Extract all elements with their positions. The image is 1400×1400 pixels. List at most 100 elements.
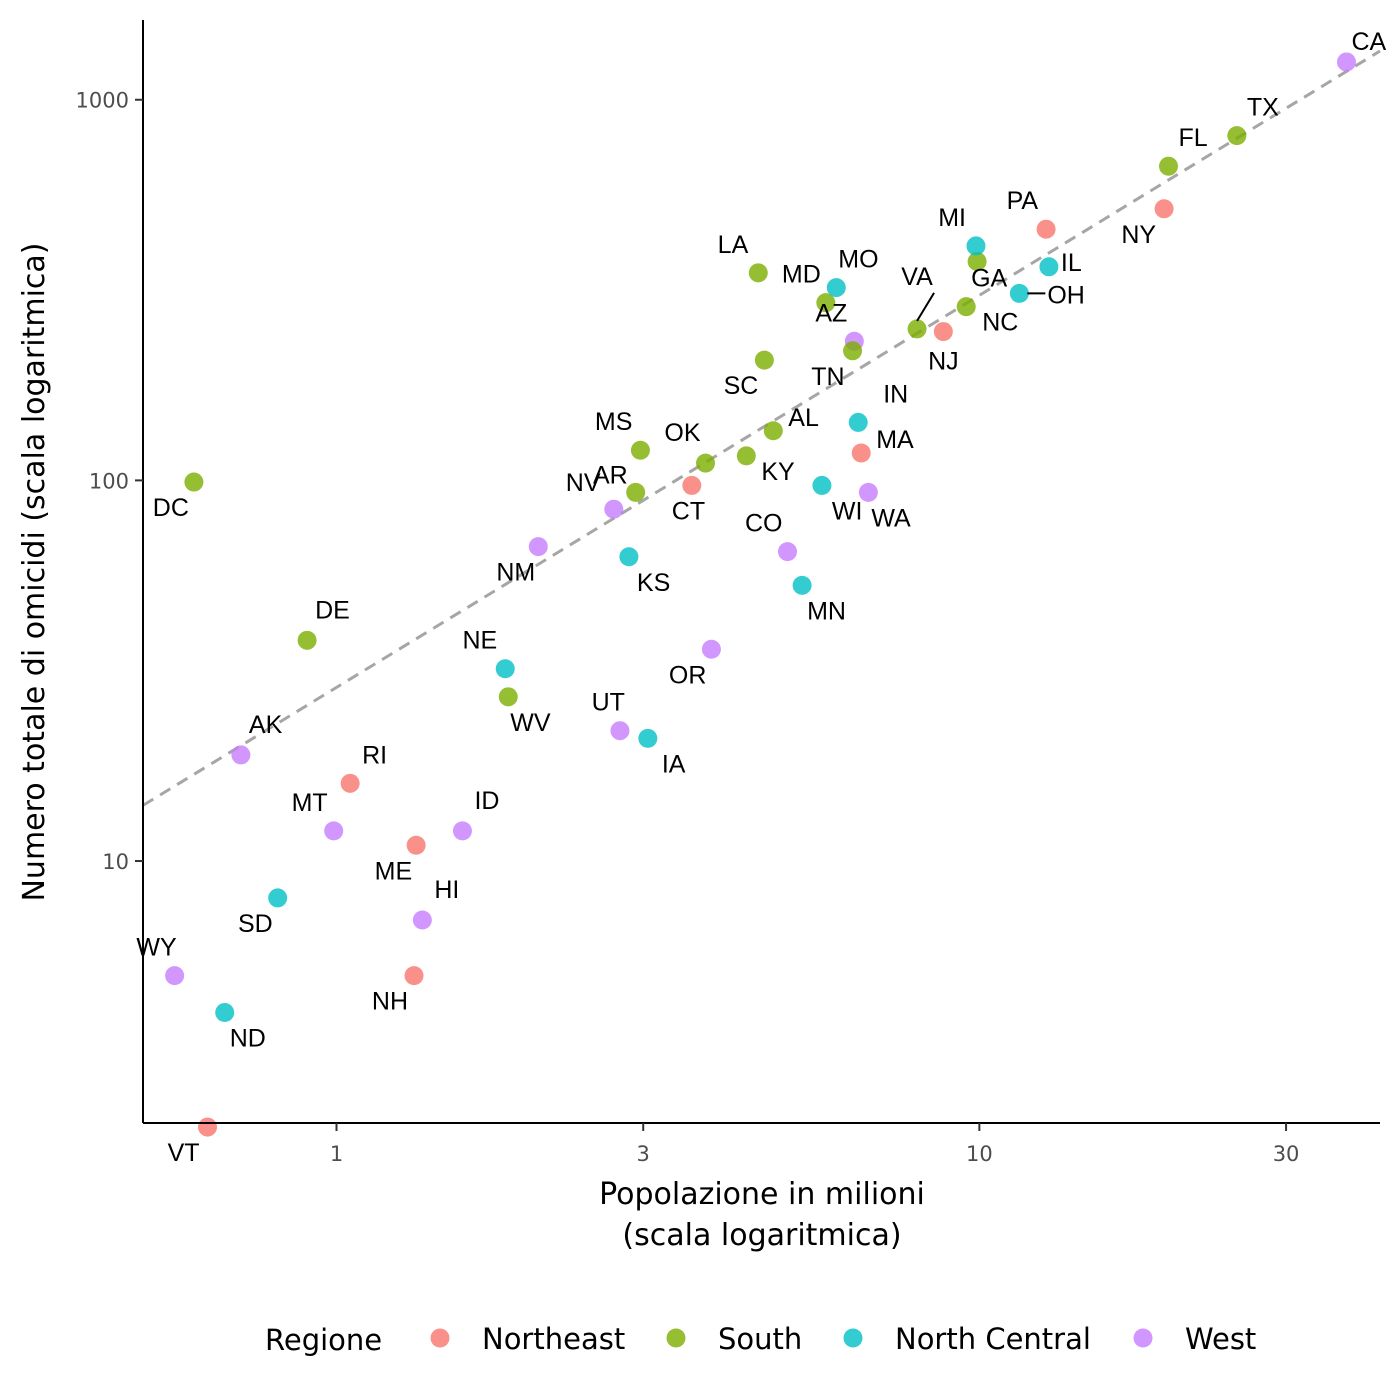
point-label-sd: SD — [238, 910, 273, 938]
point-label-id: ID — [474, 787, 499, 815]
point-wv — [498, 687, 518, 707]
x-tick-label-3: 3 — [637, 1142, 650, 1166]
reference-line-layer — [142, 49, 1381, 807]
point-la — [748, 263, 768, 283]
point-vt — [198, 1117, 218, 1137]
point-de — [297, 630, 317, 650]
point-label-fl: FL — [1179, 124, 1208, 152]
y-tick-label-100: 100 — [89, 469, 129, 493]
y-tick-label-10: 10 — [102, 850, 129, 874]
point-tn — [843, 341, 863, 361]
point-ri — [340, 773, 360, 793]
point-label-tx: TX — [1247, 94, 1279, 122]
legend-label-west: West — [1185, 1322, 1256, 1356]
points-layer — [165, 52, 1356, 1137]
point-label-nc: NC — [982, 309, 1018, 337]
x-tick-label-10: 10 — [966, 1142, 993, 1166]
x-axis-title-line-2: (scala logaritmica) — [622, 1218, 901, 1253]
legend-label-south: South — [718, 1322, 802, 1356]
point-label-dc: DC — [153, 494, 189, 522]
point-va — [907, 319, 927, 339]
point-ma — [851, 443, 871, 463]
point-nh — [404, 966, 424, 986]
point-sd — [268, 888, 288, 908]
point-ia — [638, 728, 658, 748]
point-nc — [956, 297, 976, 317]
point-label-mi: MI — [938, 204, 966, 232]
legend: Regione Northeast South North Central West — [265, 1322, 1256, 1357]
point-label-ca: CA — [1351, 28, 1386, 56]
point-md — [816, 293, 836, 313]
point-ga — [967, 251, 987, 271]
point-ct — [682, 475, 702, 495]
point-mn — [792, 575, 812, 595]
x-tick-label-30: 30 — [1273, 1142, 1300, 1166]
point-id — [452, 821, 472, 841]
point-dc — [184, 472, 204, 492]
point-mi — [966, 236, 986, 256]
y-axis-title: Numero totale di omicidi (scala logaritm… — [17, 242, 52, 901]
legend-key-north-central — [843, 1328, 863, 1348]
point-al — [763, 421, 783, 441]
point-label-or: OR — [669, 661, 707, 689]
point-label-ks: KS — [637, 569, 670, 597]
point-label-tn: TN — [811, 363, 844, 391]
point-label-ga: GA — [971, 264, 1007, 292]
point-label-ar: AR — [593, 461, 628, 489]
point-label-ia: IA — [662, 750, 686, 778]
point-nj — [933, 322, 953, 342]
legend-entries: Northeast South North Central West — [430, 1322, 1256, 1356]
point-tx — [1227, 126, 1247, 146]
point-label-ms: MS — [595, 408, 633, 436]
point-label-me: ME — [375, 857, 413, 885]
point-label-nm: NM — [496, 559, 535, 587]
point-nv — [604, 499, 624, 519]
point-or — [701, 639, 721, 659]
point-label-hi: HI — [434, 876, 459, 904]
point-wi — [812, 475, 832, 495]
point-ak — [231, 745, 251, 765]
x-axis-title-line-1: Popolazione in milioni — [599, 1177, 925, 1212]
point-label-nv: NV — [566, 469, 601, 497]
legend-key-northeast — [430, 1328, 450, 1348]
point-mt — [324, 821, 344, 841]
point-il — [1039, 257, 1059, 277]
point-label-az: AZ — [815, 299, 847, 327]
reference-line — [142, 49, 1381, 807]
point-label-wi: WI — [832, 497, 863, 525]
point-label-pa: PA — [1007, 187, 1039, 215]
legend-label-north-central: North Central — [895, 1322, 1091, 1356]
point-ms — [630, 440, 650, 460]
point-ca — [1336, 52, 1356, 72]
point-labels-layer: AL AK AZ AR CA CO CT DE DC FL GA HI ID IL IN IA KS KY LA ME… — [136, 28, 1386, 1167]
point-ky — [736, 446, 756, 466]
point-label-nh: NH — [372, 988, 408, 1016]
legend-label-northeast: Northeast — [482, 1322, 625, 1356]
point-label-in: IN — [883, 380, 908, 408]
point-label-ok: OK — [664, 419, 700, 447]
point-fl — [1159, 156, 1179, 176]
legend-key-west — [1133, 1328, 1153, 1348]
point-label-wa: WA — [871, 504, 911, 532]
legend-key-south — [666, 1328, 686, 1348]
point-label-ri: RI — [362, 741, 387, 769]
point-label-ne: NE — [462, 627, 497, 655]
point-label-mo: MO — [838, 246, 878, 274]
point-label-de: DE — [315, 596, 350, 624]
point-hi — [412, 910, 432, 930]
point-mo — [826, 278, 846, 298]
point-ne — [495, 659, 515, 679]
point-ok — [696, 453, 716, 473]
point-me — [406, 835, 426, 855]
leader-line-va — [916, 292, 935, 322]
point-label-nd: ND — [230, 1024, 266, 1052]
point-nm — [528, 537, 548, 557]
point-label-co: CO — [745, 510, 783, 538]
point-label-mn: MN — [807, 597, 846, 625]
point-label-la: LA — [718, 231, 749, 259]
point-label-nj: NJ — [928, 348, 959, 376]
point-sc — [754, 350, 774, 370]
y-tick-label-1000: 1000 — [76, 89, 129, 113]
point-ks — [619, 547, 639, 567]
